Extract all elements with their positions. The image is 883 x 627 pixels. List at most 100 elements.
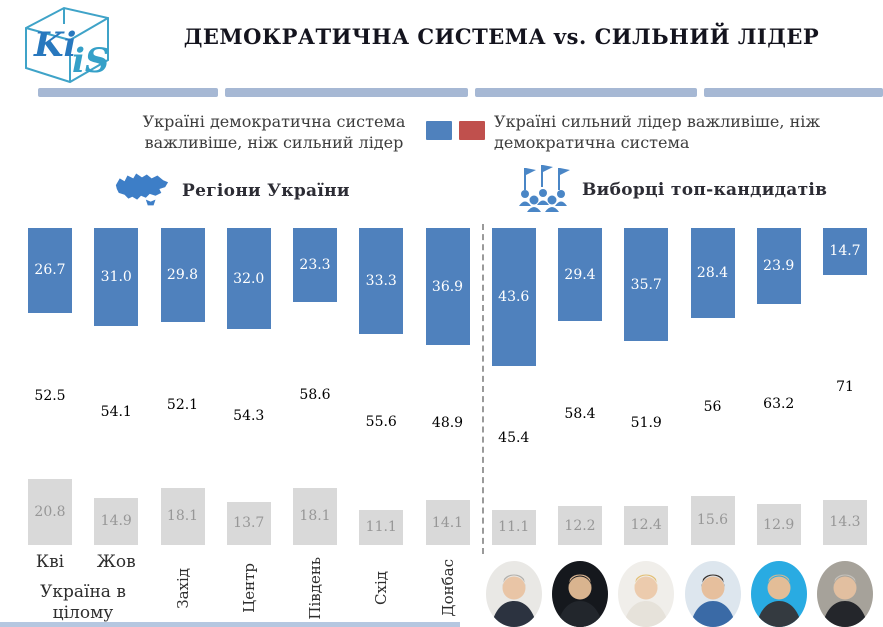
value-label: 56 — [703, 398, 722, 415]
value-label: 14.3 — [829, 514, 861, 531]
xaxis-label-Кві: Кві — [35, 552, 65, 572]
logo-text-is: iS — [72, 41, 109, 81]
segment-democracy: 31.0 — [94, 228, 139, 327]
xaxis-label-Схід: Схід — [372, 571, 391, 605]
value-label: 14.9 — [100, 513, 132, 530]
value-label: 32.0 — [233, 270, 265, 287]
bar-candidate-6: 14.7 71 14.3 — [823, 228, 867, 545]
value-label: 12.2 — [564, 517, 596, 534]
segment-strong-leader: 51.9 — [624, 341, 668, 506]
header-divider — [38, 88, 883, 97]
legend-label-strong-leader: Україні сильний лідер важливіше, ніж дем… — [494, 112, 821, 152]
section-header-regions: Регіони України — [112, 168, 350, 214]
segment-undecided: 12.9 — [756, 504, 801, 545]
legend-label-democracy: Україні демократична система важливіше, … — [142, 112, 406, 152]
candidate-photo-5 — [750, 561, 807, 627]
xaxis-label-Захід: Захід — [173, 567, 192, 609]
value-label: 18.1 — [166, 508, 199, 525]
candidate-photo-3 — [618, 561, 675, 627]
segment-strong-leader: 56 — [691, 318, 735, 496]
candidate-photo-1 — [485, 561, 542, 627]
segment-strong-leader: 58.6 — [293, 302, 337, 488]
xaxis-label-Донбас: Донбас — [438, 559, 457, 617]
value-label: 54.1 — [100, 404, 132, 420]
bar-candidate-2: 29.4 58.4 12.2 — [558, 228, 602, 545]
legend-swatch-democracy — [426, 121, 452, 140]
logo-text-ki: Ki — [33, 25, 76, 65]
value-label: 43.6 — [498, 289, 530, 306]
ukraine-total-label: Україна в цілому — [40, 582, 126, 624]
segment-democracy: 23.3 — [293, 228, 337, 302]
bar-Кві: 26.7 52.5 20.8 — [28, 228, 72, 545]
value-label: 54.3 — [233, 407, 265, 424]
value-label: 45.4 — [498, 429, 530, 446]
value-label: 36.9 — [431, 278, 464, 295]
kiis-cube-icon: Ki iS — [25, 6, 109, 84]
segment-democracy: 29.8 — [160, 228, 205, 323]
segment-undecided: 20.8 — [28, 479, 72, 545]
segment-undecided: 14.9 — [94, 497, 139, 545]
bar-Захід: 29.8 52.1 18.1 — [160, 228, 205, 545]
voters-crowd-icon — [516, 164, 570, 216]
segment-strong-leader: 58.4 — [558, 321, 602, 506]
segment-democracy: 14.7 — [823, 228, 867, 275]
section-label-regions: Регіони України — [182, 181, 350, 201]
segment-undecided: 15.6 — [690, 495, 735, 545]
ukraine-map-icon — [112, 168, 170, 214]
value-label: 58.6 — [299, 386, 331, 403]
value-label: 20.8 — [34, 504, 66, 520]
value-label: 29.8 — [166, 267, 199, 284]
segment-undecided: 11.1 — [359, 509, 404, 545]
value-label: 23.9 — [763, 257, 795, 274]
segment-democracy: 29.4 — [558, 228, 602, 322]
value-label: 51.9 — [630, 415, 662, 432]
segment-undecided: 18.1 — [160, 487, 205, 545]
value-label: 23.3 — [299, 256, 331, 273]
value-label: 13.7 — [233, 515, 265, 532]
segment-democracy: 33.3 — [359, 228, 404, 334]
segment-strong-leader: 71 — [823, 275, 867, 500]
value-label: 55.6 — [365, 413, 397, 430]
bar-candidate-1: 43.6 45.4 11.1 — [491, 228, 536, 545]
value-label: 48.9 — [431, 414, 464, 431]
value-label: 29.4 — [564, 266, 596, 283]
segment-undecided: 18.1 — [293, 487, 337, 545]
value-label: 58.4 — [564, 405, 596, 422]
segment-undecided: 12.2 — [558, 506, 602, 545]
value-label: 11.1 — [498, 519, 530, 536]
segment-democracy: 32.0 — [226, 228, 271, 330]
value-label: 31.0 — [100, 269, 132, 286]
bar-Південь: 23.3 58.6 18.1 — [293, 228, 337, 545]
legend-swatch-strong-leader — [459, 121, 485, 140]
segment-strong-leader: 52.1 — [161, 322, 205, 487]
sections-dashed-divider — [482, 224, 484, 554]
segment-undecided: 11.1 — [491, 509, 536, 545]
value-label: 52.5 — [34, 387, 66, 404]
segment-undecided: 13.7 — [226, 501, 271, 545]
value-label: 12.9 — [763, 516, 795, 533]
segment-strong-leader: 52.5 — [28, 313, 72, 479]
bar-Донбас: 36.9 48.9 14.1 — [425, 228, 470, 545]
value-label: 52.1 — [166, 397, 199, 414]
segment-strong-leader: 55.6 — [359, 334, 403, 510]
value-label: 18.1 — [299, 508, 331, 525]
value-label: 15.6 — [696, 512, 729, 529]
bar-Жов: 31.0 54.1 14.9 — [94, 228, 139, 545]
value-label: 14.7 — [829, 243, 861, 260]
section-label-voters: Виборці топ-кандидатів — [582, 180, 828, 200]
value-label: 71 — [836, 379, 854, 396]
segment-undecided: 14.3 — [823, 499, 867, 545]
xaxis-label-Південь: Південь — [306, 556, 324, 620]
value-label: 26.7 — [34, 262, 66, 279]
bar-candidate-3: 35.7 51.9 12.4 — [624, 228, 669, 545]
bar-candidate-5: 23.9 63.2 12.9 — [756, 228, 801, 545]
segment-democracy: 23.9 — [756, 228, 801, 304]
candidate-photo-2 — [552, 561, 608, 627]
value-label: 12.4 — [630, 517, 662, 534]
bar-Схід: 33.3 55.6 11.1 — [359, 228, 404, 545]
value-label: 11.1 — [365, 519, 397, 536]
segment-strong-leader: 54.1 — [94, 326, 138, 497]
value-label: 14.1 — [431, 514, 464, 531]
segment-democracy: 43.6 — [491, 228, 536, 367]
